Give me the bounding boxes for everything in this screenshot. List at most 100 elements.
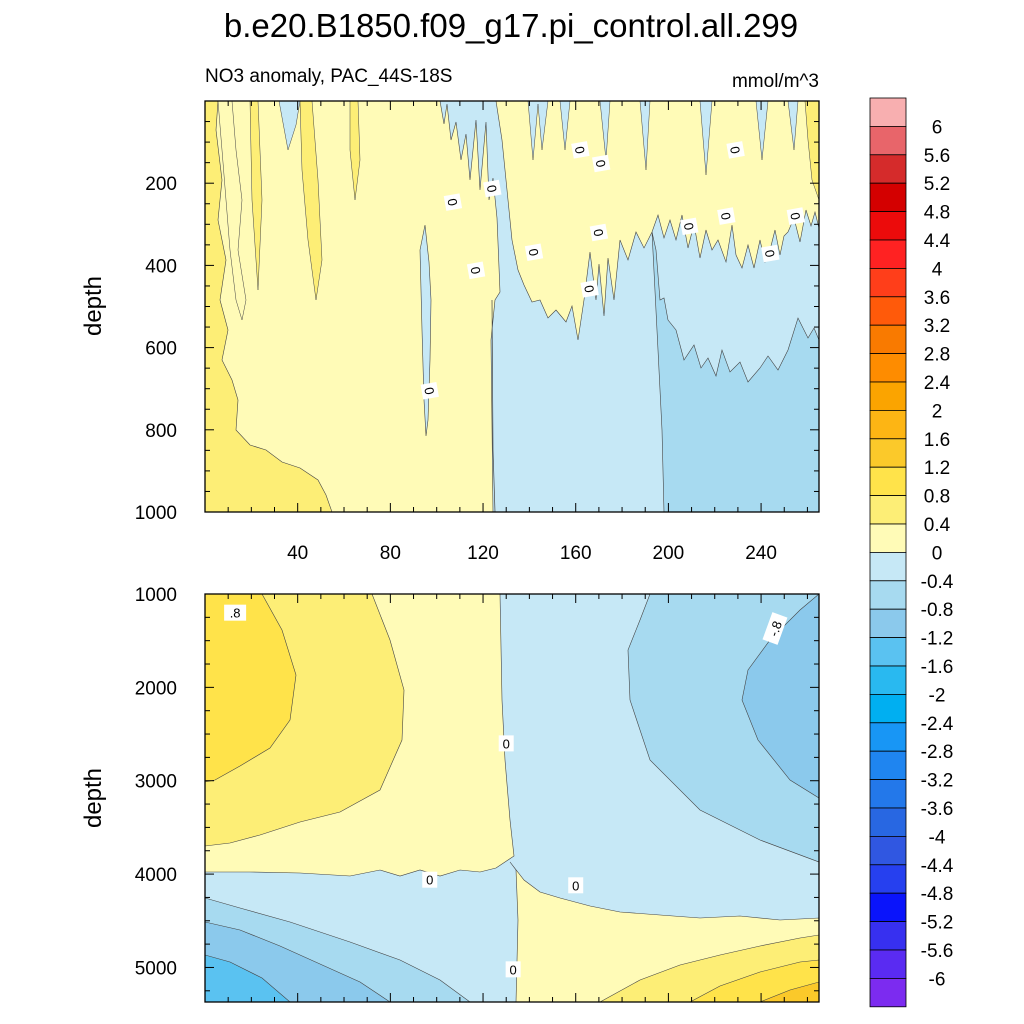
colorbar-swatch — [869, 892, 907, 923]
y-tick-label: 600 — [145, 339, 177, 360]
colorbar-swatch — [869, 722, 907, 752]
contour-label-box — [726, 141, 745, 159]
contour-label-text: 0 — [526, 247, 542, 257]
colorbar-swatch — [869, 296, 907, 326]
y-tick-label: 4000 — [135, 865, 177, 886]
colorbar-swatch — [869, 466, 907, 497]
colorbar-label: -2.4 — [921, 714, 954, 735]
subtitle-units: mmol/m^3 — [732, 71, 819, 92]
colorbar-swatch — [869, 750, 907, 781]
contour-label: 0 — [717, 207, 736, 225]
upper-ticks: 40 80 120 160 200 240 200 400 600 800 1000 — [135, 100, 819, 564]
colorbar-label: 2.4 — [924, 373, 951, 394]
colorbar-swatch — [869, 864, 907, 894]
x-tick-label: 80 — [380, 543, 401, 564]
y-tick-label: 3000 — [135, 772, 177, 793]
contour-label-text: 0 — [581, 284, 597, 294]
colorbar-label: 5.2 — [924, 174, 950, 195]
colorbar-swatch — [869, 324, 907, 355]
upper-contour-fill — [205, 101, 819, 512]
y-tick-label: 2000 — [135, 678, 177, 699]
colorbar-label: 5.6 — [924, 146, 950, 167]
contour-label-text: 0 — [787, 211, 803, 221]
contour-label-box — [786, 207, 806, 225]
contour-label: 0 — [420, 381, 439, 400]
contour-label: 0 — [422, 871, 438, 888]
y-tick-label: 5000 — [135, 958, 177, 979]
contour-label-box — [524, 243, 544, 262]
x-tick-label: 160 — [560, 543, 592, 564]
colorbar-swatch — [869, 665, 907, 695]
y-tick-label: 1000 — [135, 503, 177, 524]
colorbar-label: 0.8 — [924, 487, 950, 508]
contour-label-text: .8 — [230, 606, 241, 621]
colorbar-swatch — [869, 807, 907, 837]
colorbar-swatch — [869, 580, 907, 610]
contour-label-text: 0 — [590, 228, 606, 238]
contour-label-box — [505, 961, 521, 978]
colorbar-label: 4.8 — [924, 203, 950, 224]
colorbar-swatch — [869, 949, 907, 979]
contour-label-box — [420, 381, 439, 400]
colorbar-label: -4.8 — [921, 884, 954, 905]
y-tick-label: 800 — [145, 421, 177, 442]
contour-label: 0 — [786, 207, 806, 225]
colorbar-swatch — [869, 438, 907, 468]
contour-label-box — [571, 141, 590, 159]
colorbar-swatch — [869, 523, 907, 553]
lower-ylabel: depth — [80, 768, 107, 828]
x-tick-label: 40 — [287, 543, 308, 564]
contour-label: 0 — [580, 280, 599, 298]
contour-label-text: 0 — [444, 197, 460, 207]
lower-ticks: 1000 2000 3000 4000 5000 — [135, 585, 819, 1002]
y-tick-label: 1000 — [135, 585, 177, 606]
y-tick-label: 200 — [145, 174, 177, 195]
colorbar-swatch — [869, 552, 907, 582]
colorbar-swatch — [869, 608, 907, 639]
colorbar-label: 1.2 — [924, 458, 950, 479]
figure-title: b.e20.B1850.f09_g17.pi_control.all.299 — [224, 7, 798, 44]
colorbar-label: -2 — [929, 685, 946, 706]
contour-label: 0 — [592, 154, 611, 173]
colorbar-label: 2.8 — [924, 345, 950, 366]
colorbar-label: -0.4 — [921, 572, 954, 593]
colorbar-label: -1.2 — [921, 629, 954, 650]
colorbar-label: 6 — [932, 117, 943, 138]
contour-label-text: 0 — [421, 386, 437, 396]
colorbar-swatch — [869, 154, 907, 184]
colorbar-label: 0.4 — [924, 515, 951, 536]
colorbar-label: 0 — [932, 543, 943, 564]
contour-label-text: 0 — [718, 211, 734, 221]
x-tick-label: 200 — [653, 543, 685, 564]
colorbar-swatch — [869, 779, 907, 809]
contour-label-box — [717, 207, 736, 225]
contour-label: 0 — [505, 961, 521, 978]
colorbar-label: -3.6 — [921, 799, 954, 820]
contour-label-box — [483, 179, 502, 198]
colorbar-swatch — [869, 211, 907, 241]
colorbar-swatch — [869, 409, 907, 440]
contour-label: 0 — [589, 223, 609, 242]
contour-label: 0 — [568, 877, 584, 894]
contour-label-text: -.8 — [766, 619, 785, 638]
contour-label: 0 — [680, 217, 699, 236]
contour-label-box — [589, 223, 609, 242]
contour-label-text: 0 — [503, 736, 510, 751]
colorbar-label: 3.2 — [924, 316, 950, 337]
contour-label: 0 — [466, 261, 486, 280]
contour-label-box — [422, 871, 438, 888]
contour-label-box — [443, 193, 463, 211]
contour-label-text: 0 — [762, 249, 778, 259]
colorbar-label: -5.6 — [921, 941, 954, 962]
contour-label: 0 — [726, 141, 745, 159]
colorbar-label: 1.6 — [924, 430, 950, 451]
contour-label-text: 0 — [426, 873, 433, 888]
colorbar-label: 2 — [932, 401, 943, 422]
contour-label: 0 — [761, 244, 780, 263]
colorbar-label: -4 — [929, 827, 946, 848]
contour-label: .8 — [224, 604, 247, 621]
contour-label-box — [592, 154, 611, 173]
